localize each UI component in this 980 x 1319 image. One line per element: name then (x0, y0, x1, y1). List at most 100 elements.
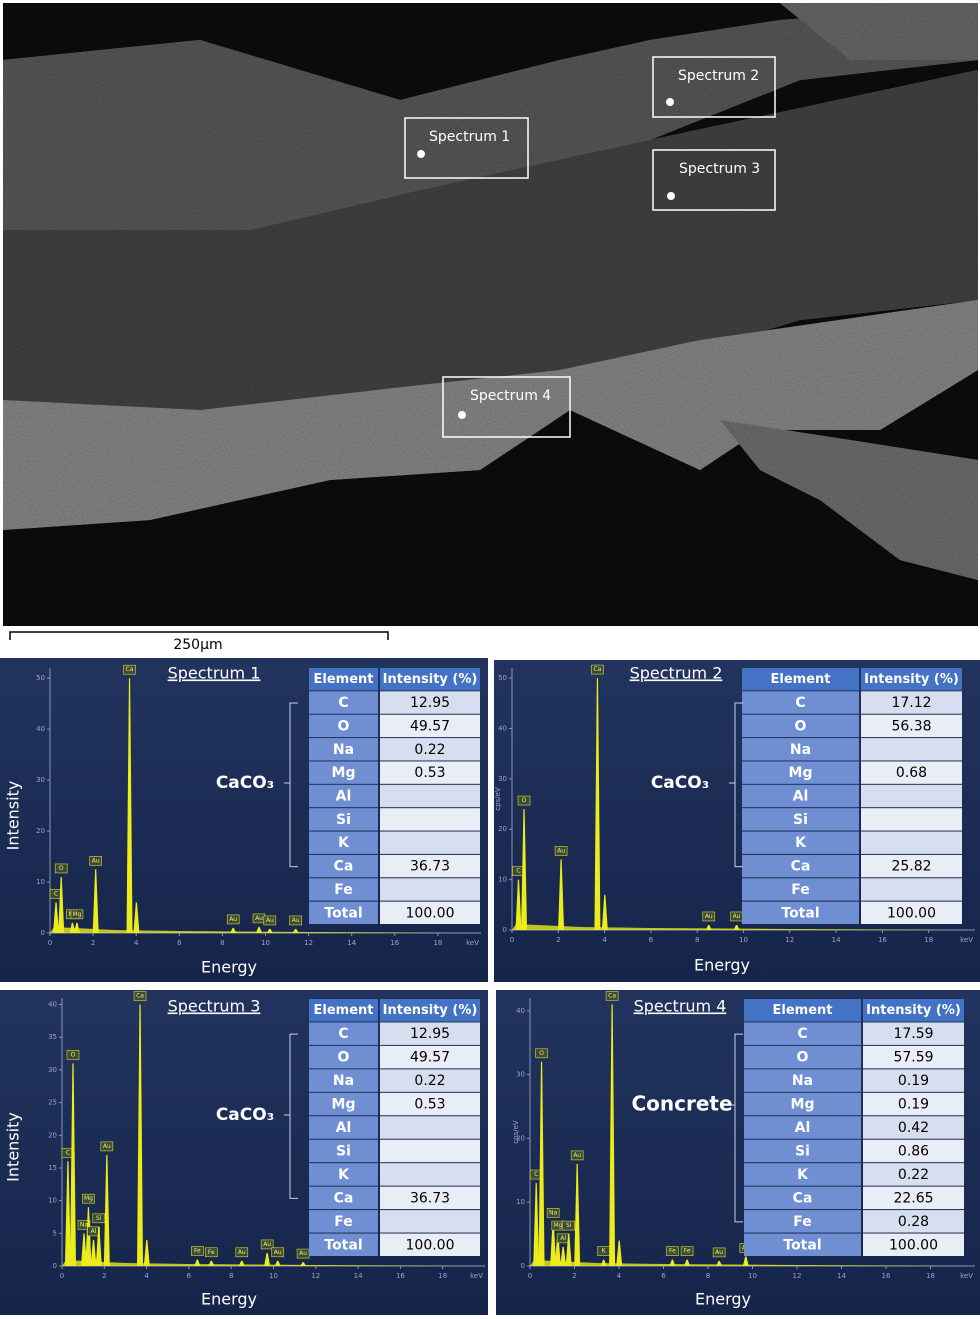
peak-label: Au (266, 917, 274, 924)
spectrum-point (667, 192, 675, 200)
table-cell (863, 1139, 964, 1163)
y-tick-label: 10 (516, 1198, 525, 1206)
peak (58, 876, 65, 933)
table-value: 57.59 (893, 1050, 933, 1066)
x-tick-label: 10 (269, 1272, 278, 1280)
x-tick-label: 18 (924, 936, 933, 944)
table-value: 17.12 (891, 695, 931, 711)
peak-label: Fe (684, 1248, 691, 1255)
peak-label-box (235, 1247, 249, 1258)
spectrum-point (666, 98, 674, 106)
sem-image (3, 3, 978, 626)
peak-label-box (271, 1247, 285, 1258)
scale-bar (9, 631, 389, 640)
y-tick-label: 50 (498, 674, 507, 682)
table-cell (861, 714, 962, 738)
table-header-cell (309, 668, 378, 691)
peak-label-box (260, 1239, 274, 1250)
table-cell (380, 901, 480, 924)
table-header: Element (314, 672, 374, 687)
peak-label-box (226, 914, 240, 925)
x-tick-label: 16 (882, 1272, 891, 1280)
peak (256, 926, 263, 933)
table-cell (863, 1186, 964, 1210)
x-tick-label: 8 (220, 939, 224, 947)
peak-label: Fe (208, 1249, 215, 1256)
table-cell (861, 738, 962, 761)
table-element: O (795, 718, 807, 734)
table-cell (861, 831, 962, 854)
peak-label: Au (573, 1152, 581, 1159)
x-tick-label: 8 (706, 1272, 710, 1280)
peak-label: Au (292, 917, 300, 924)
table-cell (380, 1045, 480, 1069)
table-element: Ca (334, 859, 354, 875)
peak-label-box (546, 1208, 560, 1218)
table-element: Total (783, 1237, 821, 1253)
peak-label-box (702, 911, 716, 922)
x-tick-label: 4 (144, 1272, 149, 1280)
peak-label: Fe (194, 1247, 201, 1254)
table-cell (744, 1163, 861, 1186)
table-element: K (338, 1167, 350, 1183)
peak (85, 1207, 92, 1266)
panel-title: Spectrum 1 (168, 664, 261, 683)
table-cell (863, 1045, 964, 1069)
table-cell (309, 1092, 378, 1116)
peak (95, 1226, 102, 1266)
bracket (729, 1033, 743, 1223)
spectrum-point (417, 150, 425, 158)
peak-label: K (602, 1248, 607, 1255)
table-cell (309, 784, 378, 808)
table-element: C (797, 1026, 807, 1042)
peak (103, 1154, 110, 1266)
peak-label-box (89, 855, 102, 866)
table-element: Si (336, 812, 351, 828)
table-cell (744, 1045, 861, 1069)
table-cell (380, 784, 480, 808)
table-header: Intensity (%) (866, 1003, 961, 1018)
peak-label: Al (560, 1235, 566, 1242)
table-cell (309, 1022, 378, 1045)
table-cell (380, 1022, 480, 1045)
peak (137, 1004, 144, 1266)
x-unit: keV (960, 1272, 973, 1280)
table-cell (309, 1233, 378, 1256)
peak-label: O (539, 1050, 544, 1057)
y-unit: cps/eV (512, 1120, 520, 1144)
table-value: 0.86 (898, 1143, 929, 1159)
x-tick-label: 16 (390, 939, 399, 947)
table-cell (309, 1186, 378, 1210)
peak (558, 859, 565, 930)
table-cell (863, 1116, 964, 1139)
table-cell (744, 1233, 861, 1256)
peak-label-box (77, 1220, 91, 1230)
table-cell (744, 1210, 861, 1233)
table-cell (380, 1233, 480, 1256)
table-element: Al (336, 789, 352, 805)
table-cell (309, 1045, 378, 1069)
peak (601, 894, 608, 930)
table-cell (863, 1092, 964, 1116)
x-tick-label: 14 (354, 1272, 363, 1280)
peak-label: C (516, 868, 520, 875)
table-element: Total (781, 905, 819, 921)
y-unit: cps/eV (494, 787, 502, 811)
x-tick-label: 12 (785, 936, 794, 944)
y-tick-label: 5 (53, 1229, 57, 1237)
table-element: Ca (334, 1190, 354, 1206)
x-tick-label: 4 (602, 936, 607, 944)
peak-label: Au (557, 847, 565, 854)
table-cell (861, 691, 962, 714)
table-cell (309, 808, 378, 831)
peak-label: Mg (84, 1195, 93, 1202)
table-cell (380, 1210, 480, 1233)
bracket (284, 1033, 298, 1199)
panel-title: Spectrum 2 (630, 664, 723, 683)
peak-label-box (92, 1213, 106, 1224)
peak (133, 902, 140, 933)
peak (538, 1061, 545, 1266)
peak-label: Au (238, 1249, 246, 1256)
table-cell (380, 808, 480, 831)
